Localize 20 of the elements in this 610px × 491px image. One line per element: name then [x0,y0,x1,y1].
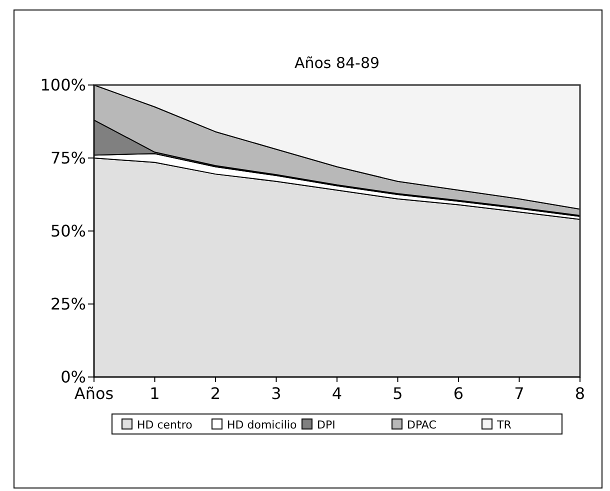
legend-label: DPAC [407,418,437,432]
y-tick-label: 75% [50,148,86,168]
legend-label: DPI [317,418,336,432]
y-tick-label: 50% [50,222,86,241]
x-tick-label: 7 [514,384,524,403]
x-tick-label: 8 [574,384,586,403]
x-tick-label: 6 [453,384,464,403]
legend-label: HD centro [137,418,193,432]
legend-label: TR [496,418,512,432]
chart-title: Años 84-89 [294,54,380,72]
y-tick-label: 100% [40,76,86,95]
x-tick-label: 5 [392,384,403,403]
x-tick-label: 4 [332,384,342,403]
x-tick-label: Años [74,384,114,403]
x-tick-label: 1 [150,384,160,403]
x-tick-label: 3 [271,384,282,403]
y-tick-label: 0% [60,368,86,387]
y-tick-label: 25% [50,294,86,314]
x-tick-label: 2 [210,384,221,403]
legend-label: HD domicilio [227,418,297,432]
